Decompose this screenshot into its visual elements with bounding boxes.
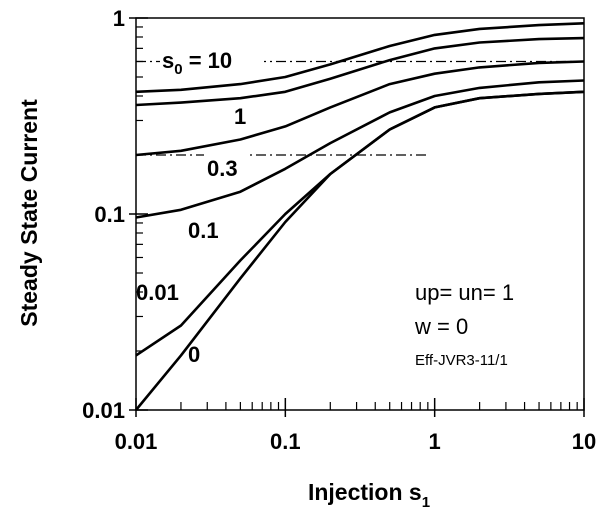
curve-label-s0-rest: = 10 <box>183 48 233 73</box>
x-tick-label: 10 <box>572 429 596 454</box>
x-tick-labels: 0.01 0.1 1 10 <box>115 429 597 454</box>
curve-label-1: 1 <box>234 104 246 129</box>
y-tick-label: 0.1 <box>94 202 125 227</box>
series-line-3 <box>135 79 585 219</box>
curve-label-0: 0 <box>188 342 200 367</box>
minor-ticks <box>136 26 578 410</box>
series-line-0 <box>135 22 585 94</box>
y-tick-label: 0.01 <box>82 398 125 423</box>
curves <box>134 22 585 411</box>
x-axis-title: Injection s1 <box>308 479 430 511</box>
y-axis-title: Steady State Current <box>16 99 42 327</box>
curve-label-s0-main: s <box>162 48 174 73</box>
curve-label-background-s0 <box>160 44 264 74</box>
annotation-w: w = 0 <box>414 314 468 339</box>
annotations: up= un= 1 w = 0 Eff-JVR3-11/1 <box>414 280 514 369</box>
y-tick-label: 1 <box>113 6 125 31</box>
series-line-2 <box>135 60 585 157</box>
curve-label-background-03 <box>204 152 246 180</box>
curve-labels: s0 = 10 1 0.3 0.1 0.01 0 <box>136 44 264 367</box>
annotation-up-un: up= un= 1 <box>415 280 514 305</box>
plot-area-frame <box>135 17 585 411</box>
curve-label-0.1: 0.1 <box>188 218 219 243</box>
series-line-1 <box>135 36 585 107</box>
curve-label-s0-10: s0 = 10 <box>162 48 232 78</box>
curve-label-s0-sub: 0 <box>174 61 182 78</box>
y-tick-labels: 0.01 0.1 1 <box>82 6 125 423</box>
x-axis-title-subscript: 1 <box>422 494 430 511</box>
curve-label-0.01: 0.01 <box>136 280 179 305</box>
annotation-file-id: Eff-JVR3-11/1 <box>415 352 508 369</box>
x-tick-label: 0.01 <box>115 429 158 454</box>
curve-label-0.3: 0.3 <box>207 156 238 181</box>
x-tick-label: 0.1 <box>270 429 301 454</box>
series-line-5 <box>134 90 585 411</box>
x-tick-label: 1 <box>429 429 441 454</box>
reference-lines <box>136 60 584 156</box>
x-axis-title-main: Injection s <box>308 479 422 505</box>
